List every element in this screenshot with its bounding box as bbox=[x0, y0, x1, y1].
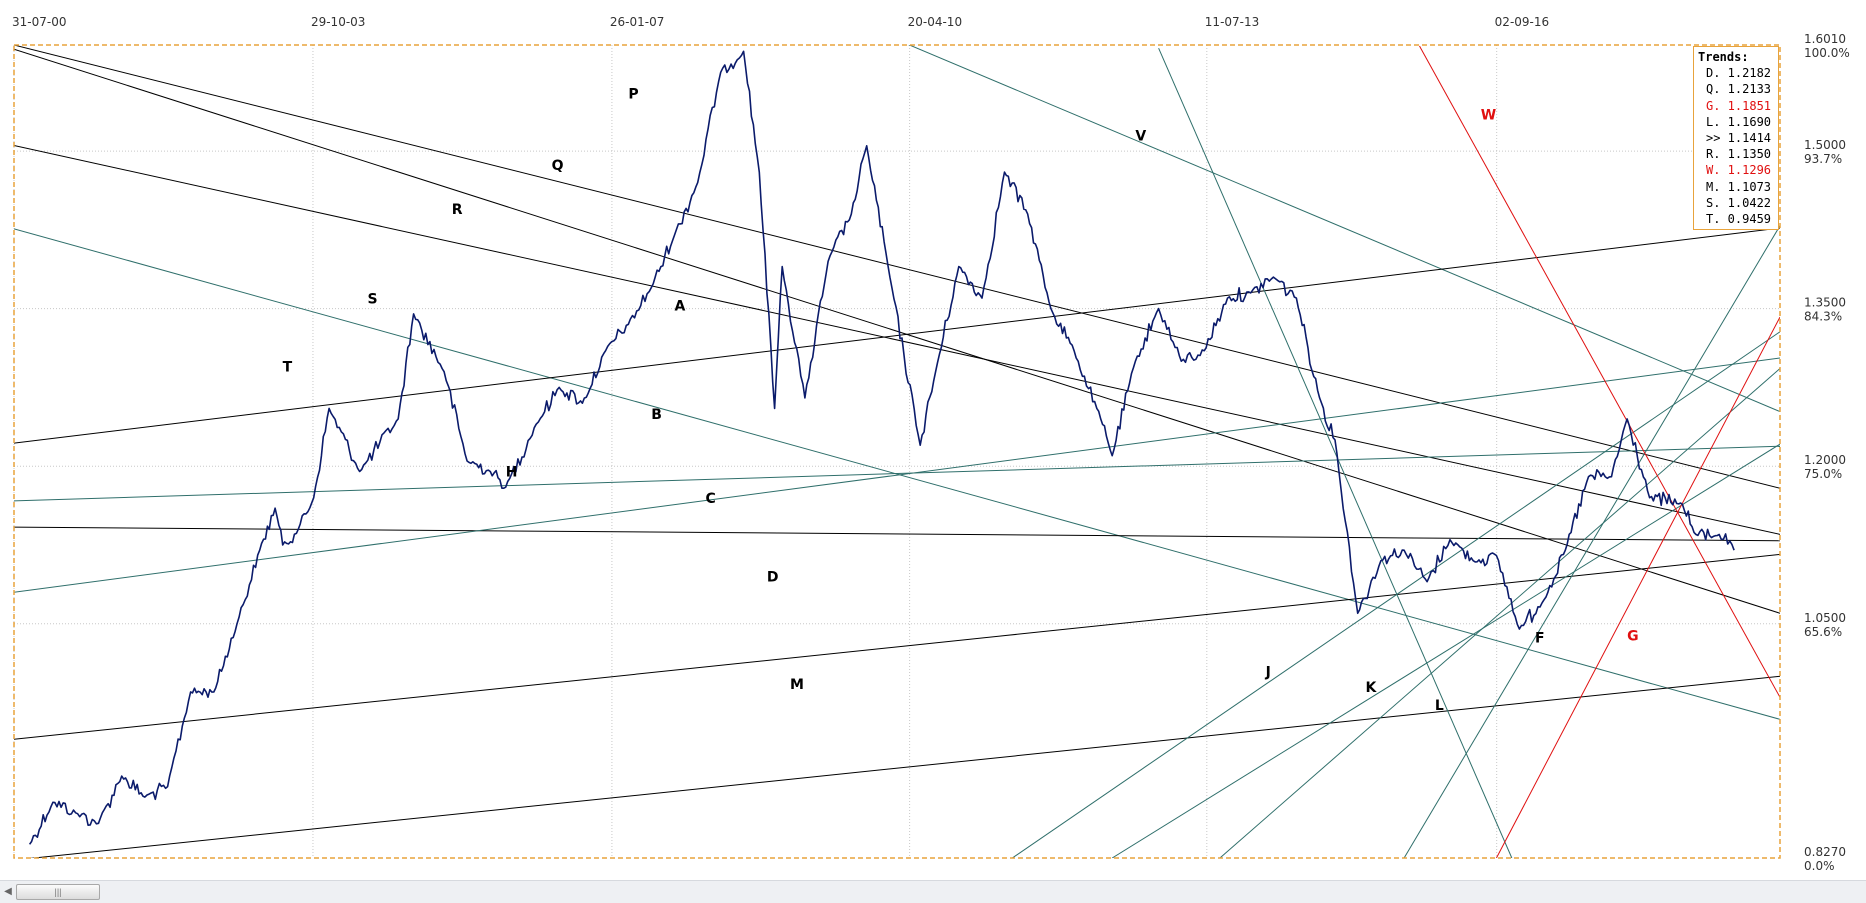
trend-label-g: G bbox=[1627, 629, 1639, 645]
chart-svg: P Q R S T A B H C D M V J K L F W G 31-07-00 29-10-03 26-01… bbox=[12, 15, 1850, 873]
trendline-v bbox=[1158, 47, 1513, 858]
plot-border bbox=[13, 44, 1781, 859]
legend-item: S. 1.0422 bbox=[1706, 195, 1772, 210]
trendline-t bbox=[14, 228, 1780, 720]
y-tick-percent: 0.0% bbox=[1804, 859, 1835, 873]
legend-rows: D. 1.2182 Q. 1.2133 G. 1.1851 L. 1.1690 >> 1… bbox=[1698, 65, 1778, 227]
trendline-j bbox=[1012, 331, 1780, 858]
y-tick-value: 1.0500 bbox=[1804, 611, 1846, 625]
trendline-r bbox=[14, 145, 1780, 535]
chart-area: P Q R S T A B H C D M V J K L F W G 31-07-00 29-10-03 26-01… bbox=[12, 15, 1850, 873]
legend-item: M. 1.1073 bbox=[1706, 179, 1772, 194]
y-tick-percent: 75.0% bbox=[1804, 467, 1842, 481]
trend-label-b: B bbox=[651, 407, 662, 423]
legend-item: G. 1.1851 bbox=[1706, 98, 1772, 113]
x-tick-label: 20-04-10 bbox=[908, 15, 962, 29]
y-tick-percent: 84.3% bbox=[1804, 310, 1842, 324]
trendline-layer bbox=[14, 45, 1780, 858]
trend-label-c: C bbox=[706, 491, 716, 507]
trend-label-k: K bbox=[1365, 680, 1377, 696]
trends-legend: Trends: D. 1.2182 Q. 1.2133 G. 1.1851 L. 1.… bbox=[1693, 46, 1779, 231]
trend-label-s: S bbox=[367, 291, 377, 307]
trend-label-t: T bbox=[283, 360, 293, 376]
grid-layer bbox=[13, 45, 1780, 858]
trend-label-layer: P Q R S T A B H C D M V J K L F W G bbox=[283, 87, 1639, 714]
x-tick-label: 29-10-03 bbox=[311, 15, 365, 29]
x-tick-label: 11-07-13 bbox=[1205, 15, 1259, 29]
trend-label-l: L bbox=[1435, 698, 1444, 714]
trend-label-r: R bbox=[452, 202, 463, 218]
legend-item: D. 1.2182 bbox=[1706, 66, 1772, 81]
trendline-q bbox=[14, 45, 1780, 489]
scroll-thumb[interactable]: ||| bbox=[16, 884, 100, 900]
trendline-l bbox=[1219, 368, 1780, 858]
trend-label-v: V bbox=[1135, 129, 1146, 145]
trend-label-p: P bbox=[628, 87, 638, 103]
x-tick-label: 26-01-07 bbox=[610, 15, 664, 29]
trendline-f bbox=[1403, 225, 1780, 858]
trendline-b bbox=[14, 526, 1780, 542]
trend-label-f: F bbox=[1535, 631, 1545, 647]
y-tick-value: 0.8270 bbox=[1804, 845, 1846, 859]
x-tick-label: 02-09-16 bbox=[1495, 15, 1549, 29]
y-tick-percent: 93.7% bbox=[1804, 152, 1842, 166]
legend-item: R. 1.1350 bbox=[1706, 147, 1772, 162]
price-layer bbox=[28, 50, 1735, 845]
axis-layer: 31-07-00 29-10-03 26-01-07 20-04-10 11-07-13… bbox=[12, 15, 1850, 873]
trendline-a bbox=[14, 227, 1780, 444]
trend-label-h: H bbox=[506, 465, 518, 481]
trendline-k bbox=[1111, 443, 1780, 858]
trendline-m bbox=[29, 675, 1780, 858]
trendline-h bbox=[14, 445, 1780, 502]
trendline-c bbox=[14, 357, 1780, 593]
trend-label-w: W bbox=[1481, 108, 1496, 124]
legend-item: W. 1.1296 bbox=[1706, 163, 1772, 178]
trendline-w bbox=[1419, 45, 1780, 698]
y-tick-value: 1.2000 bbox=[1804, 453, 1846, 467]
trend-label-m: M bbox=[790, 677, 804, 693]
trend-label-q: Q bbox=[552, 158, 564, 174]
trend-label-a: A bbox=[674, 299, 685, 315]
legend-item: Q. 1.2133 bbox=[1706, 82, 1772, 97]
legend-item: T. 0.9459 bbox=[1706, 212, 1772, 227]
horizontal-scrollbar[interactable]: ◀ ||| bbox=[0, 880, 1866, 903]
y-tick-value: 1.6010 bbox=[1804, 32, 1846, 46]
trendline-g bbox=[1495, 316, 1780, 858]
x-tick-label: 31-07-00 bbox=[12, 15, 66, 29]
y-tick-value: 1.5000 bbox=[1804, 138, 1846, 152]
legend-title: Trends: bbox=[1698, 50, 1749, 64]
trend-label-d: D bbox=[767, 570, 779, 586]
trend-label-j: J bbox=[1265, 664, 1271, 680]
y-tick-value: 1.3500 bbox=[1804, 296, 1846, 310]
y-tick-percent: 100.0% bbox=[1804, 46, 1850, 60]
trendline-d bbox=[14, 553, 1780, 740]
scroll-left-arrow-icon[interactable]: ◀ bbox=[4, 886, 12, 897]
legend-item: L. 1.1690 bbox=[1706, 114, 1772, 129]
price-series-line bbox=[28, 50, 1735, 845]
y-tick-percent: 65.6% bbox=[1804, 625, 1842, 639]
trendline-s bbox=[14, 48, 1780, 614]
trendline-p bbox=[908, 45, 1780, 413]
legend-item: >> 1.1414 bbox=[1706, 131, 1772, 146]
